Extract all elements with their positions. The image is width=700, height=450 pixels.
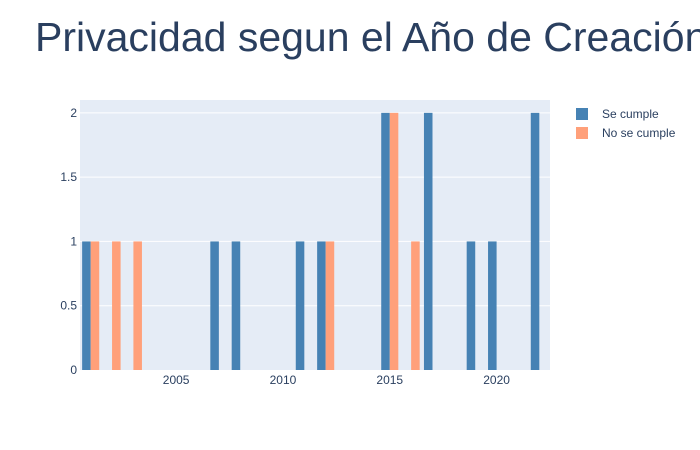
chart-title: Privacidad segun el Año de Creación: [35, 14, 700, 60]
bar[interactable]: [231, 241, 241, 370]
x-tick-label: 2020: [483, 373, 510, 387]
bar[interactable]: [381, 112, 390, 370]
bar[interactable]: [210, 241, 219, 370]
bar[interactable]: [82, 241, 91, 370]
legend-item[interactable]: Se cumple: [576, 107, 659, 121]
y-tick-label: 0.5: [60, 299, 77, 313]
y-tick-label: 2: [70, 106, 77, 120]
bar[interactable]: [423, 112, 433, 370]
bar[interactable]: [488, 241, 497, 370]
bar[interactable]: [295, 241, 305, 370]
y-axis-ticks: 0 0.5 1 1.5 2: [60, 106, 77, 377]
legend-swatch: [576, 127, 588, 139]
bar[interactable]: [325, 241, 335, 370]
y-tick-label: 0: [70, 363, 77, 377]
bar[interactable]: [530, 112, 540, 370]
legend-swatch: [576, 108, 588, 120]
x-tick-label: 2015: [376, 373, 403, 387]
bar[interactable]: [317, 241, 326, 370]
x-axis-ticks: 2005 2010 2015 2020: [163, 373, 510, 387]
legend-item[interactable]: No se cumple: [576, 126, 676, 140]
bar[interactable]: [112, 241, 121, 370]
y-tick-label: 1: [70, 234, 77, 248]
legend[interactable]: Se cumple No se cumple: [576, 107, 676, 140]
x-tick-label: 2010: [270, 373, 297, 387]
bar[interactable]: [466, 241, 476, 370]
bar[interactable]: [90, 241, 100, 370]
legend-label: No se cumple: [602, 126, 676, 140]
x-tick-label: 2005: [163, 373, 190, 387]
bar[interactable]: [411, 241, 420, 370]
bars: [82, 112, 540, 370]
bar[interactable]: [133, 241, 142, 370]
legend-label: Se cumple: [602, 107, 659, 121]
y-tick-label: 1.5: [60, 170, 77, 184]
plot-area: [80, 100, 550, 370]
bar[interactable]: [389, 112, 399, 370]
